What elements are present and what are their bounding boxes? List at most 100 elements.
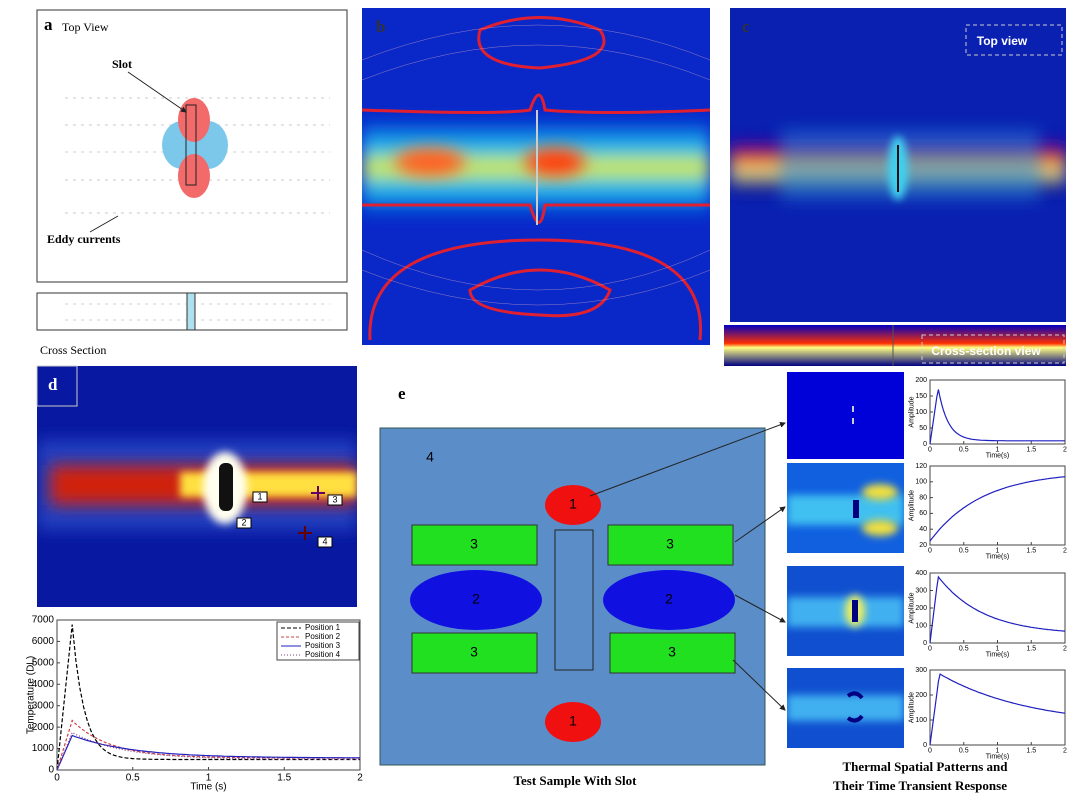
x-tick-label: 0.5 (959, 547, 969, 554)
y-tick-label: 150 (915, 393, 927, 400)
x-tick-label: 0 (928, 747, 932, 754)
x-tick-label: 1.5 (1026, 446, 1036, 453)
x-axis-label: Time(s) (986, 554, 1009, 561)
y-tick-label: 3000 (32, 700, 55, 711)
caption: Test Sample With Slot (514, 773, 638, 788)
x-axis-label: Time(s) (986, 453, 1009, 460)
x-tick-label: 2 (1063, 645, 1067, 652)
plot-area (929, 379, 1066, 445)
y-tick-label: 80 (919, 494, 927, 501)
x-tick-label: 1 (996, 747, 1000, 754)
panel-e: e 4 1 3 3 2 2 3 3 1 Test Sample With Slo… (379, 372, 1008, 793)
panel-a: a Top View Slot Eddy currents Cross Sect… (36, 9, 348, 357)
x-axis-label: Time(s) (986, 754, 1009, 761)
y-tick-label: 5000 (32, 657, 55, 668)
panel-c: c Top view Cross-section view (724, 8, 1066, 366)
y-axis-label: Amplitude (909, 396, 916, 427)
curve (56, 624, 360, 771)
y-tick-label: 300 (915, 587, 927, 594)
x-tick-label: 0 (928, 547, 932, 554)
y-tick-label: 1000 (32, 743, 55, 754)
x-tick-label: 1 (996, 645, 1000, 652)
y-tick-label: 120 (915, 463, 927, 470)
curve (56, 734, 360, 771)
slot-label: Slot (112, 57, 132, 71)
x-tick-label: 0.5 (959, 645, 969, 652)
x-tick-label: 0.5 (126, 773, 140, 784)
y-axis-label: Amplitude (909, 490, 916, 521)
x-tick-label: 0.5 (959, 446, 969, 453)
legend-label: Position 1 (305, 623, 341, 632)
panel-b: b (362, 8, 710, 345)
panel-label: c (742, 17, 750, 36)
panel-label: b (376, 17, 385, 36)
y-tick-label: 7000 (32, 615, 55, 626)
x-tick-label: 0 (928, 645, 932, 652)
region-label: 1 (569, 496, 577, 512)
x-tick-label: 1 (996, 446, 1000, 453)
x-tick-label: 2 (1063, 747, 1067, 754)
x-tick-label: 0 (928, 446, 932, 453)
y-axis-label: Temperature (DL) (26, 656, 37, 734)
thumbnails (787, 372, 904, 748)
y-tick-label: 6000 (32, 636, 55, 647)
legend-label: Position 2 (305, 632, 341, 641)
curve (929, 389, 1065, 445)
y-tick-label: 100 (915, 479, 927, 486)
region-label: 3 (470, 536, 478, 552)
y-tick-label: 0 (923, 742, 927, 749)
panel-label: e (398, 384, 406, 403)
x-axis-label: Time (s) (190, 782, 226, 793)
region-label: 3 (666, 536, 674, 552)
y-tick-label: 0 (923, 640, 927, 647)
x-tick-label: 0 (54, 773, 60, 784)
y-tick-label: 4000 (32, 679, 55, 690)
y-tick-label: 200 (915, 605, 927, 612)
y-tick-label: 300 (915, 667, 927, 674)
y-tick-label: 0 (48, 765, 54, 776)
region-label: 1 (569, 713, 577, 729)
curve (929, 673, 1066, 746)
x-tick-label: 2 (357, 773, 363, 784)
y-tick-label: 200 (915, 377, 927, 384)
cross-view-label: Cross-section view (931, 344, 1041, 358)
region-label: 3 (668, 644, 676, 660)
marker-label: 2 (241, 517, 246, 527)
y-tick-label: 100 (915, 622, 927, 629)
y-axis-label: Amplitude (909, 692, 916, 723)
panel-label: a (44, 15, 53, 34)
y-tick-label: 100 (915, 717, 927, 724)
legend-label: Position 4 (305, 650, 341, 659)
marker-label: 4 (322, 536, 327, 546)
plot-area (929, 572, 1066, 644)
y-tick-label: 0 (923, 441, 927, 448)
x-tick-label: 1.5 (1026, 645, 1036, 652)
top-view-label: Top view (977, 34, 1028, 48)
region-label: 3 (470, 644, 478, 660)
x-tick-label: 1.5 (1026, 747, 1036, 754)
x-tick-label: 1 (996, 547, 1000, 554)
y-axis-label: Amplitude (909, 592, 916, 623)
region-label: 2 (472, 591, 480, 607)
view-title: Top View (62, 20, 109, 34)
region-label: 2 (665, 591, 673, 607)
region-label: 4 (426, 449, 434, 465)
y-tick-label: 40 (919, 526, 927, 533)
y-tick-label: 50 (919, 425, 927, 432)
y-tick-label: 60 (919, 510, 927, 517)
curve (929, 575, 1066, 644)
marker-label: 1 (257, 491, 262, 501)
marker-label: 3 (332, 494, 337, 504)
x-axis-label: Time(s) (986, 652, 1009, 659)
legend-label: Position 3 (305, 641, 341, 650)
eddy-label: Eddy currents (47, 232, 121, 246)
panel-d: d 1 2 3 4 (36, 365, 357, 607)
y-tick-label: 2000 (32, 722, 55, 733)
x-tick-label: 0.5 (959, 747, 969, 754)
x-tick-label: 2 (1063, 547, 1067, 554)
plot-area (929, 465, 1066, 546)
y-tick-label: 400 (915, 570, 927, 577)
y-tick-label: 100 (915, 409, 927, 416)
y-tick-label: 20 (919, 542, 927, 549)
